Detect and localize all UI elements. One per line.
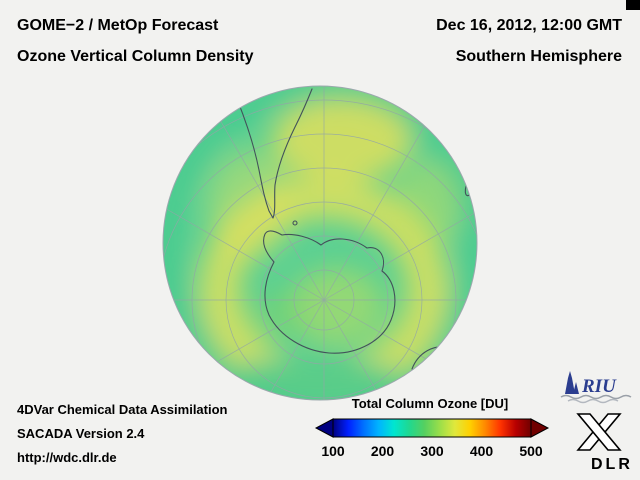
riu-wave-icon — [560, 394, 632, 400]
colorbar-tick: 400 — [470, 443, 494, 459]
colorbar-left-arrow — [314, 418, 334, 438]
header-right: Dec 16, 2012, 12:00 GMT Southern Hemisph… — [436, 10, 622, 72]
riu-wave-icon — [567, 398, 619, 404]
dlr-cross-icon — [576, 413, 622, 451]
falkland-islands — [292, 220, 298, 226]
quantity-title: Ozone Vertical Column Density — [17, 48, 254, 65]
colorbar-tick: 100 — [321, 443, 345, 459]
colorbar-tick: 300 — [420, 443, 444, 459]
product-title: GOME−2 / MetOp Forecast — [17, 17, 219, 34]
riu-wordmark: RIU — [581, 376, 617, 397]
madagascar-outline — [464, 177, 476, 197]
colorbar-tick: 500 — [519, 443, 543, 459]
riu-spire-icon — [565, 371, 575, 394]
colorbar-tick: 200 — [371, 443, 395, 459]
riu-logo: RIU — [558, 369, 640, 410]
colorbar-right-arrow — [530, 418, 550, 438]
version-label: SACADA Version 2.4 — [17, 426, 145, 441]
colorbar-gradient-bar — [332, 418, 532, 438]
colorbar-title: Total Column Ozone [DU] — [352, 396, 508, 411]
url-label: http://wdc.dlr.de — [17, 450, 117, 465]
datetime-label: Dec 16, 2012, 12:00 GMT — [436, 17, 622, 34]
assimilation-label: 4DVar Chemical Data Assimilation — [17, 402, 228, 417]
footer-info: 4DVar Chemical Data Assimilation SACADA … — [17, 398, 228, 470]
region-label: Southern Hemisphere — [455, 48, 622, 65]
globe-map — [162, 85, 478, 401]
dlr-logo: DLR — [570, 408, 638, 479]
coast-south-america — [231, 86, 313, 219]
globe-container — [162, 85, 478, 401]
header-left: GOME−2 / MetOp Forecast Ozone Vertical C… — [17, 10, 254, 72]
colorbar: Total Column Ozone [DU] 100 200 300 400 … — [314, 396, 550, 459]
coast-antarctica — [263, 230, 396, 354]
dlr-wordmark: DLR — [591, 456, 633, 473]
corner-mark — [626, 0, 640, 10]
riu-spire-icon-small — [573, 382, 579, 394]
colorbar-container: Total Column Ozone [DU] 100 200 300 400 … — [310, 394, 554, 471]
globe-rim — [162, 85, 478, 401]
